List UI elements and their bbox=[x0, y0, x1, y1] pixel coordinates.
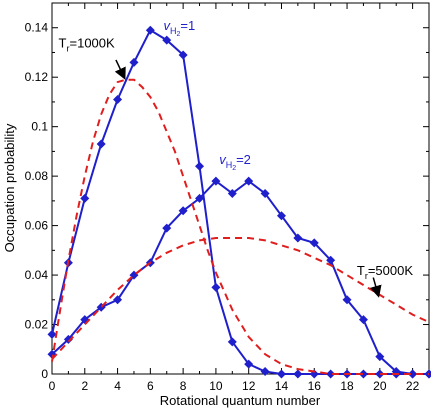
x-tick-label: 10 bbox=[209, 379, 223, 393]
data-point bbox=[408, 369, 418, 379]
x-tick-label: 0 bbox=[49, 379, 56, 393]
x-tick-label: 4 bbox=[114, 379, 121, 393]
x-tick-label: 22 bbox=[406, 379, 420, 393]
data-point bbox=[162, 223, 172, 233]
data-point bbox=[342, 295, 352, 305]
data-point bbox=[211, 176, 221, 186]
x-tick-label: 8 bbox=[180, 379, 187, 393]
data-point bbox=[276, 211, 286, 221]
plot-frame bbox=[51, 2, 430, 375]
data-point bbox=[244, 176, 254, 186]
data-point bbox=[293, 233, 303, 243]
y-tick-label: 0.12 bbox=[25, 70, 49, 84]
tr-1000k-arrow bbox=[114, 59, 126, 80]
data-point bbox=[375, 369, 385, 379]
tr-5000k-label: Tr=5000K bbox=[357, 263, 413, 281]
series-line-3 bbox=[51, 237, 430, 360]
y-tick-label: 0.08 bbox=[25, 169, 49, 183]
data-point bbox=[80, 193, 90, 203]
x-tick-label: 18 bbox=[340, 379, 354, 393]
data-point bbox=[260, 188, 270, 198]
x-tick-label: 12 bbox=[242, 379, 256, 393]
data-point bbox=[113, 94, 123, 104]
vh2-2-label: vH2=2 bbox=[219, 152, 251, 172]
data-point bbox=[244, 359, 254, 369]
x-axis-label: Rotational quantum number bbox=[160, 393, 321, 408]
data-point bbox=[358, 369, 368, 379]
data-point bbox=[227, 337, 237, 347]
axis-ticks: 0 2 4 6 8 10 12 14 16 18 20 22 0 0.02 0.04 0.06 0.08 0.1 0… bbox=[25, 3, 430, 393]
series-line-2 bbox=[51, 78, 429, 375]
data-point bbox=[276, 369, 286, 379]
data-point bbox=[195, 193, 205, 203]
series-group bbox=[47, 25, 431, 379]
data-point bbox=[96, 139, 106, 149]
data-point bbox=[178, 50, 188, 60]
data-point bbox=[326, 255, 336, 265]
data-point bbox=[195, 161, 205, 171]
data-point bbox=[227, 188, 237, 198]
data-point bbox=[47, 329, 57, 339]
data-point bbox=[326, 369, 336, 379]
y-tick-label: 0.14 bbox=[25, 21, 49, 35]
y-tick-label: 0.1 bbox=[31, 120, 48, 134]
vh2-1-label: vH2=1 bbox=[163, 18, 195, 38]
x-tick-label: 6 bbox=[147, 379, 154, 393]
data-point bbox=[211, 282, 221, 292]
data-point bbox=[293, 369, 303, 379]
data-point bbox=[113, 295, 123, 305]
data-point bbox=[178, 206, 188, 216]
series-line-0 bbox=[51, 28, 429, 375]
data-point bbox=[145, 25, 155, 35]
tr-5000k-arrow bbox=[369, 277, 382, 298]
y-tick-label: 0.04 bbox=[25, 268, 49, 282]
y-axis-label: Occupation probability bbox=[2, 123, 17, 252]
y-tick-label: 0.06 bbox=[25, 219, 49, 233]
data-point bbox=[424, 369, 431, 379]
y-tick-label: 0.02 bbox=[25, 318, 49, 332]
annotations: vH2=1 vH2=2 Tr=1000K Tr=5000K bbox=[59, 18, 413, 298]
x-tick-label: 20 bbox=[373, 379, 387, 393]
data-point bbox=[309, 238, 319, 248]
x-tick-label: 16 bbox=[308, 379, 322, 393]
data-point bbox=[260, 367, 270, 377]
data-point bbox=[129, 57, 139, 67]
data-point bbox=[63, 334, 73, 344]
data-point bbox=[375, 352, 385, 362]
x-tick-label: 2 bbox=[81, 379, 88, 393]
x-tick-label: 14 bbox=[275, 379, 289, 393]
tr-1000k-label: Tr=1000K bbox=[59, 36, 115, 54]
y-tick-label: 0 bbox=[41, 367, 48, 381]
data-point bbox=[162, 35, 172, 45]
data-point bbox=[358, 315, 368, 325]
